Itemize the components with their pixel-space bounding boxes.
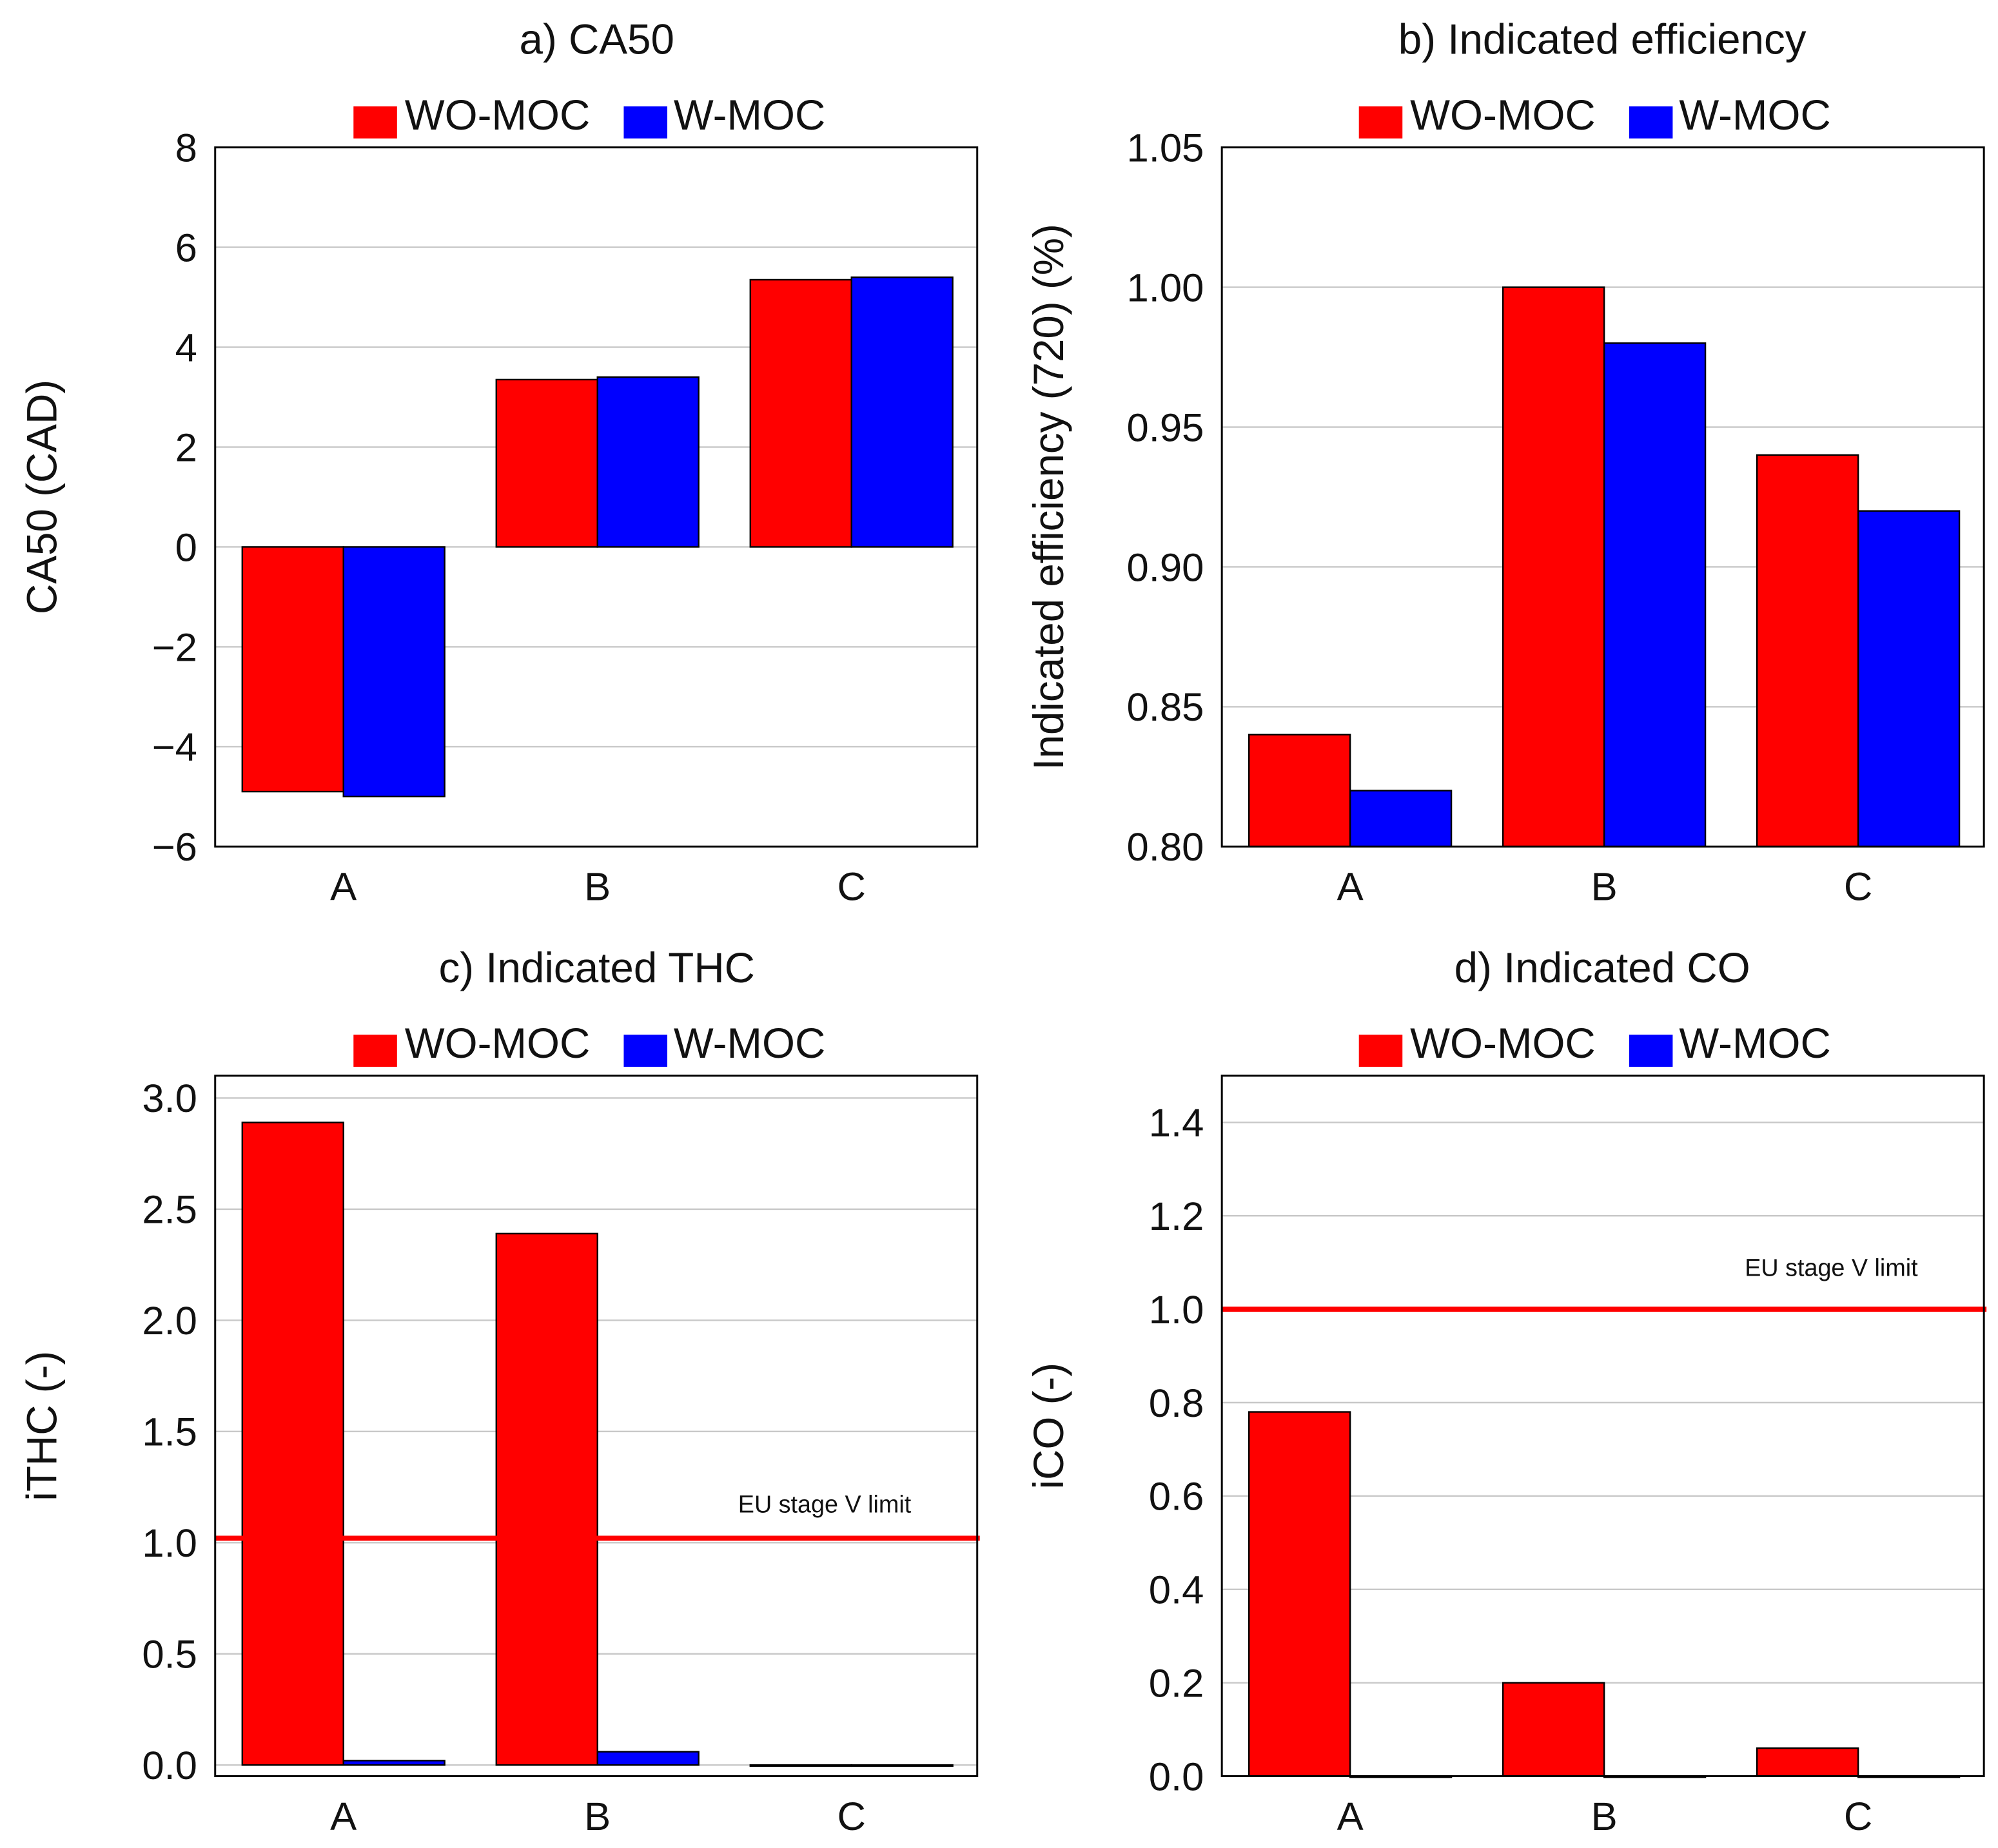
x-tick-label: B xyxy=(584,865,611,909)
chart-panel-a: a) CA50 WO-MOC W-MOC 8 6 4 2 0 −2 −4 −6 CA50 (CAD) A… xyxy=(18,16,979,909)
x-tick-label: C xyxy=(837,1795,865,1839)
legend-label-w-moc: W-MOC xyxy=(1679,92,1830,139)
y-tick-label: −2 xyxy=(152,625,197,670)
y-axis-label: iCO (-) xyxy=(1025,1363,1072,1490)
y-tick-label: −4 xyxy=(152,725,197,770)
x-tick-label: B xyxy=(584,1795,611,1839)
chart-title: a) CA50 xyxy=(519,16,674,63)
y-tick-label: 6 xyxy=(175,226,197,270)
bar-wo-moc-b xyxy=(495,378,598,548)
y-tick-label: 2 xyxy=(175,425,197,470)
legend-label-wo-moc: WO-MOC xyxy=(405,1020,591,1067)
bar-wo-moc-c xyxy=(749,1764,852,1767)
chart-panel-c: c) Indicated THC WO-MOC W-MOC 3.0 2.5 2.0 1.5 1… xyxy=(18,944,980,1839)
bar-wo-moc-a xyxy=(1248,734,1351,848)
limit-label: EU stage V limit xyxy=(738,1491,912,1518)
limit-label: EU stage V limit xyxy=(1745,1254,1918,1281)
y-tick-label: 0.6 xyxy=(1149,1475,1204,1519)
legend-label-wo-moc: WO-MOC xyxy=(405,92,591,139)
x-tick-label: C xyxy=(1844,1795,1872,1839)
y-tick-label: 4 xyxy=(175,326,197,370)
bar-w-moc-a xyxy=(342,546,446,798)
y-tick-label: 0 xyxy=(175,525,197,570)
y-tick-label: 0.80 xyxy=(1126,825,1204,870)
legend-swatch-wo-moc xyxy=(1358,106,1403,139)
chart-title: d) Indicated CO xyxy=(1454,944,1750,991)
y-tick-label: 3.0 xyxy=(142,1076,197,1121)
plot-frame xyxy=(214,1075,979,1778)
y-tick-label: 1.05 xyxy=(1126,126,1204,171)
legend-label-wo-moc: WO-MOC xyxy=(1410,92,1596,139)
x-tick-label: C xyxy=(837,865,865,909)
legend-label-wo-moc: WO-MOC xyxy=(1410,1020,1596,1067)
legend-label-w-moc: W-MOC xyxy=(1679,1020,1830,1067)
bar-wo-moc-b xyxy=(495,1232,598,1766)
chart-panel-d: d) Indicated CO WO-MOC W-MOC 1.4 1.2 1.0 0.8 0.… xyxy=(1025,944,1987,1839)
legend-swatch-w-moc xyxy=(623,1035,667,1067)
bar-w-moc-b xyxy=(1603,342,1707,848)
y-tick-label: 0.8 xyxy=(1149,1381,1204,1426)
y-tick-label: 1.0 xyxy=(142,1521,197,1566)
y-tick-label: 1.00 xyxy=(1126,266,1204,310)
bar-wo-moc-a xyxy=(1248,1411,1351,1777)
legend-swatch-w-moc xyxy=(1629,1035,1673,1067)
y-tick-label: 0.95 xyxy=(1126,405,1204,450)
x-tick-label: B xyxy=(1591,1795,1618,1839)
legend-label-w-moc: W-MOC xyxy=(674,92,825,139)
y-tick-label: 1.4 xyxy=(1149,1101,1204,1145)
legend-swatch-w-moc xyxy=(623,106,667,139)
y-axis-label: Indicated efficiency (720) (%) xyxy=(1025,224,1072,770)
x-tick-label: A xyxy=(330,1795,357,1839)
bar-wo-moc-c xyxy=(1756,1747,1859,1777)
y-tick-label: 0.0 xyxy=(142,1744,197,1788)
y-tick-label: 0.0 xyxy=(1149,1755,1204,1799)
x-tick-label: C xyxy=(1844,865,1872,909)
y-tick-label: −6 xyxy=(152,825,197,870)
chart-title: b) Indicated efficiency xyxy=(1398,16,1807,63)
y-tick-label: 1.5 xyxy=(142,1410,197,1455)
bar-w-moc-c xyxy=(850,276,954,548)
y-tick-label: 1.2 xyxy=(1149,1194,1204,1239)
bar-w-moc-a xyxy=(342,1760,446,1766)
bar-wo-moc-c xyxy=(749,278,852,548)
x-tick-label: A xyxy=(1337,1795,1364,1839)
bar-wo-moc-a xyxy=(241,546,344,793)
x-tick-label: B xyxy=(1591,865,1618,909)
bar-wo-moc-a xyxy=(241,1122,344,1766)
plot-frame xyxy=(214,146,979,848)
x-tick-label: A xyxy=(330,865,357,909)
bar-wo-moc-c xyxy=(1756,454,1859,848)
y-tick-label: 0.85 xyxy=(1126,685,1204,730)
y-tick-label: 8 xyxy=(175,126,197,171)
y-tick-label: 2.0 xyxy=(142,1299,197,1343)
chart-title: c) Indicated THC xyxy=(438,944,755,991)
y-tick-label: 0.4 xyxy=(1149,1568,1204,1613)
chart-panel-b: b) Indicated efficiency WO-MOC W-MOC 1.05 1.… xyxy=(1025,16,1985,909)
y-tick-label: 2.5 xyxy=(142,1188,197,1232)
y-tick-label: 0.90 xyxy=(1126,545,1204,590)
bar-w-moc-b xyxy=(596,376,700,548)
bar-w-moc-c xyxy=(850,1764,954,1767)
bar-w-moc-b xyxy=(596,1751,700,1766)
legend-swatch-wo-moc xyxy=(1358,1035,1403,1067)
y-tick-label: 0.5 xyxy=(142,1633,197,1677)
legend-swatch-wo-moc xyxy=(353,106,397,139)
legend-label-w-moc: W-MOC xyxy=(674,1020,825,1067)
legend-swatch-wo-moc xyxy=(353,1035,397,1067)
bar-w-moc-c xyxy=(1857,510,1961,848)
legend-swatch-w-moc xyxy=(1629,106,1673,139)
bar-wo-moc-b xyxy=(1502,286,1605,848)
bar-wo-moc-b xyxy=(1502,1682,1605,1777)
y-tick-label: 0.2 xyxy=(1149,1662,1204,1706)
bar-w-moc-a xyxy=(1349,790,1453,848)
y-axis-label: iTHC (-) xyxy=(18,1351,65,1501)
y-tick-label: 1.0 xyxy=(1149,1288,1204,1332)
plot-frame xyxy=(1220,146,1985,848)
x-tick-label: A xyxy=(1337,865,1364,909)
y-axis-label: CA50 (CAD) xyxy=(18,380,65,614)
plot-frame xyxy=(1220,1075,1985,1778)
